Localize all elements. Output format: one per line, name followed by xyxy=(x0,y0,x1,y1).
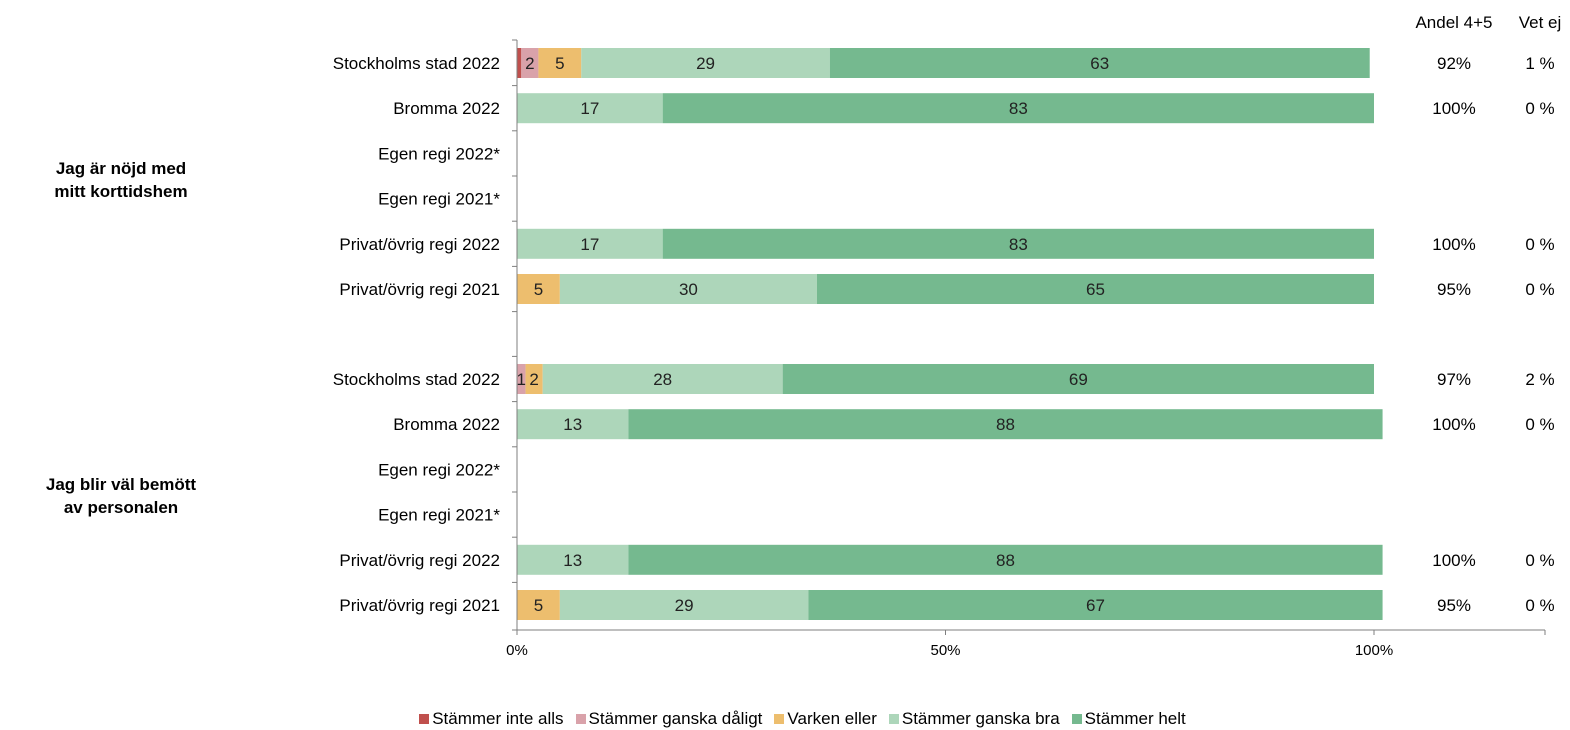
row-label: Privat/övrig regi 2022 xyxy=(339,551,500,570)
bar-data-label: 5 xyxy=(534,280,543,299)
row-label: Egen regi 2021* xyxy=(378,190,500,209)
dontknow-column-header: Vet ej xyxy=(1519,13,1562,32)
row-label: Privat/övrig regi 2021 xyxy=(339,596,500,615)
legend-label: Stämmer ganska bra xyxy=(902,709,1060,729)
bar-data-label: 88 xyxy=(996,551,1015,570)
legend-swatch xyxy=(889,714,899,724)
legend-label: Stämmer ganska dåligt xyxy=(589,709,763,729)
legend-swatch xyxy=(774,714,784,724)
bar-data-label: 67 xyxy=(1086,596,1105,615)
stacked-bar-chart: Andel 4+5 Vet ej Stockholms stad 2022 2 5 29 6… xyxy=(0,0,1570,705)
bar-data-label: 2 xyxy=(525,54,534,73)
row-label: Egen regi 2022* xyxy=(378,144,500,163)
row-label: Privat/övrig regi 2022 xyxy=(339,235,500,254)
dontknow-value: 2 % xyxy=(1525,370,1554,389)
legend-item: Stämmer inte alls xyxy=(419,709,563,729)
bar-data-label: 13 xyxy=(563,551,582,570)
share-value: 100% xyxy=(1432,415,1475,434)
share-value: 95% xyxy=(1437,596,1471,615)
bar-data-label: 1 xyxy=(517,370,526,389)
bar-data-label: 5 xyxy=(555,54,564,73)
x-tick-label: 50% xyxy=(930,642,960,659)
bar-data-label: 69 xyxy=(1069,370,1088,389)
bar-data-label: 83 xyxy=(1009,235,1028,254)
bar-data-label: 65 xyxy=(1086,280,1105,299)
legend-swatch xyxy=(419,714,429,724)
share-value: 100% xyxy=(1432,551,1475,570)
bar-data-label: 29 xyxy=(696,54,715,73)
dontknow-value: 1 % xyxy=(1525,54,1554,73)
bar-data-label: 88 xyxy=(996,415,1015,434)
bar-data-label: 29 xyxy=(675,596,694,615)
x-tick-label: 0% xyxy=(506,642,528,659)
dontknow-value: 0 % xyxy=(1525,551,1554,570)
x-tick-label: 100% xyxy=(1355,642,1393,659)
legend-item: Stämmer ganska dåligt xyxy=(576,709,763,729)
bar-data-label: 63 xyxy=(1090,54,1109,73)
bar-data-label: 5 xyxy=(534,596,543,615)
bar-data-label: 28 xyxy=(653,370,672,389)
group-label: Jag blir väl bemött av personalen xyxy=(46,475,197,517)
dontknow-value: 0 % xyxy=(1525,280,1554,299)
row-label: Bromma 2022 xyxy=(393,99,500,118)
bar-segment xyxy=(517,48,521,78)
dontknow-value: 0 % xyxy=(1525,596,1554,615)
bar-data-label: 2 xyxy=(529,370,538,389)
share-value: 97% xyxy=(1437,370,1471,389)
bar-data-label: 30 xyxy=(679,280,698,299)
row-label: Privat/övrig regi 2021 xyxy=(339,280,500,299)
share-value: 92% xyxy=(1437,54,1471,73)
share-column-header: Andel 4+5 xyxy=(1415,13,1492,32)
dontknow-value: 0 % xyxy=(1525,235,1554,254)
share-value: 100% xyxy=(1432,235,1475,254)
share-value: 95% xyxy=(1437,280,1471,299)
bar-data-label: 83 xyxy=(1009,99,1028,118)
legend-swatch xyxy=(1072,714,1082,724)
row-label: Bromma 2022 xyxy=(393,415,500,434)
bar-data-label: 17 xyxy=(580,99,599,118)
bar-data-label: 13 xyxy=(563,415,582,434)
row-label: Stockholms stad 2022 xyxy=(333,370,500,389)
row-label: Egen regi 2021* xyxy=(378,506,500,525)
dontknow-value: 0 % xyxy=(1525,99,1554,118)
legend-label: Stämmer inte alls xyxy=(432,709,563,729)
legend-label: Varken eller xyxy=(787,709,876,729)
group-label: Jag är nöjd med mitt korttidshem xyxy=(54,159,187,201)
legend-item: Varken eller xyxy=(774,709,876,729)
dontknow-value: 0 % xyxy=(1525,415,1554,434)
share-value: 100% xyxy=(1432,99,1475,118)
row-label: Egen regi 2022* xyxy=(378,460,500,479)
bar-data-label: 17 xyxy=(580,235,599,254)
legend-label: Stämmer helt xyxy=(1085,709,1186,729)
legend-item: Stämmer helt xyxy=(1072,709,1186,729)
legend-item: Stämmer ganska bra xyxy=(889,709,1060,729)
legend-swatch xyxy=(576,714,586,724)
row-label: Stockholms stad 2022 xyxy=(333,54,500,73)
chart-legend: Stämmer inte alls Stämmer ganska dåligt Va… xyxy=(0,708,1570,730)
